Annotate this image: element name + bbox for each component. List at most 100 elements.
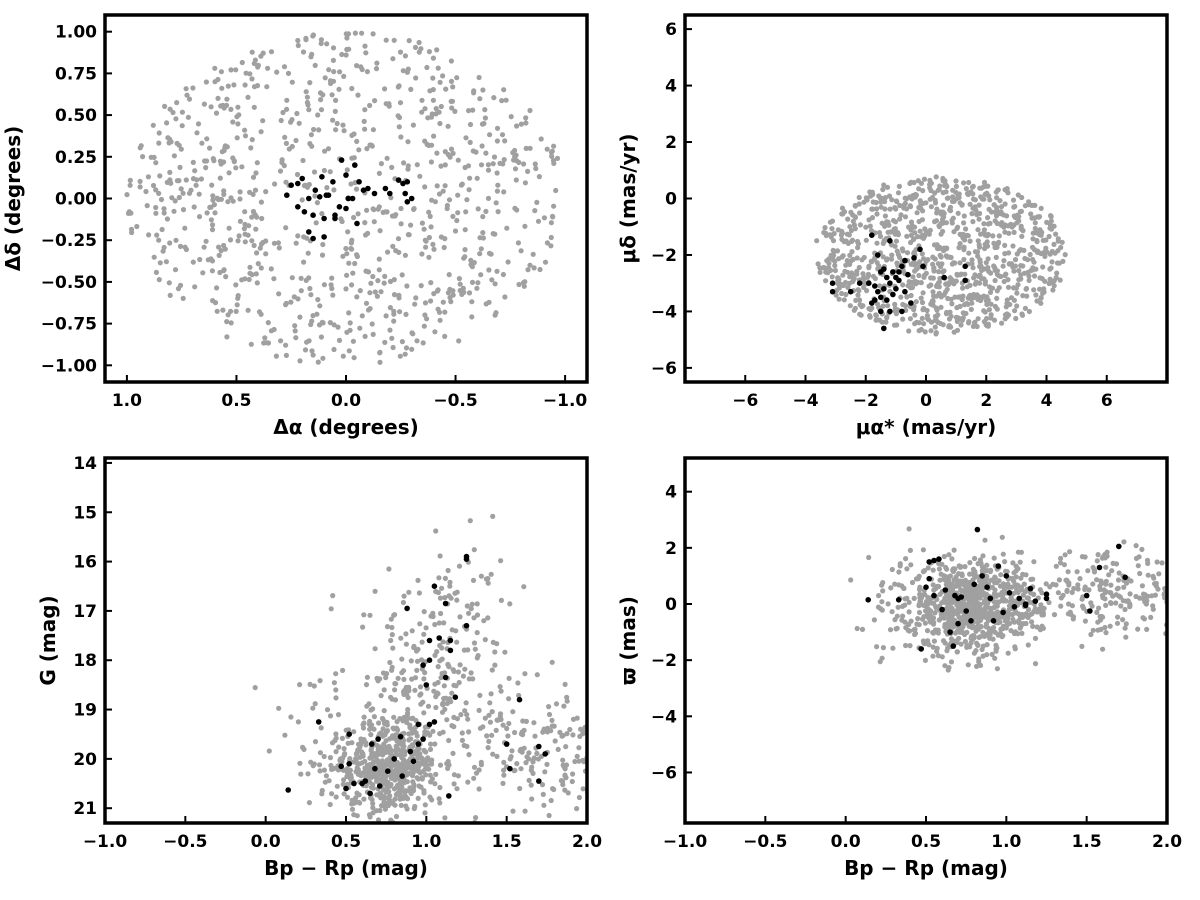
- parallax-field-point: [1144, 626, 1150, 633]
- sky-field-point: [303, 89, 309, 95]
- proper-motion-field-point: [977, 272, 983, 278]
- proper-motion-field-point: [908, 227, 914, 233]
- cmd-field-point: [615, 785, 620, 790]
- sky-field-point: [214, 308, 220, 314]
- sky-field-point: [397, 353, 403, 359]
- sky-field-point: [150, 122, 156, 128]
- sky-field-point: [223, 274, 229, 280]
- sky-field-point: [255, 64, 261, 70]
- cmd-field-point: [379, 744, 385, 751]
- cmd-field-point: [428, 761, 435, 767]
- sky-field-point: [476, 74, 482, 81]
- parallax-field-point: [1080, 603, 1086, 609]
- sky-member-point: [332, 215, 338, 222]
- proper-motion-field-point: [1040, 237, 1046, 243]
- cmd-field-point: [420, 699, 426, 705]
- proper-motion-field-point: [970, 265, 976, 271]
- proper-motion-field-point: [925, 316, 931, 322]
- sky-field-point: [494, 188, 500, 194]
- parallax-field-point: [916, 622, 922, 628]
- proper-motion-field-point: [904, 250, 911, 256]
- sky-field-point: [159, 226, 165, 233]
- proper-motion-field-point: [925, 257, 931, 263]
- parallax-field-point: [879, 582, 885, 588]
- sky-member-point: [404, 199, 411, 205]
- cmd-field-point: [485, 580, 491, 586]
- cmd-field-point: [464, 603, 470, 609]
- cmd-field-point: [470, 577, 477, 584]
- parallax-field-point: [895, 604, 901, 610]
- cmd-field-point: [501, 772, 507, 778]
- parallax-field-point: [1037, 587, 1043, 593]
- proper-motion-field-point: [884, 257, 890, 263]
- cmd-field-point: [489, 709, 495, 715]
- proper-motion-member-point: [878, 308, 884, 315]
- parallax-field-point: [1090, 581, 1096, 587]
- proper-motion-member-point: [917, 246, 923, 253]
- cmd-field-point: [415, 776, 421, 782]
- cmd-field-point: [442, 815, 448, 821]
- proper-motion-field-point: [880, 240, 886, 246]
- proper-motion-field-point: [1015, 282, 1021, 288]
- sky-field-point: [535, 218, 542, 224]
- cmd-member-point: [420, 736, 426, 742]
- sky-field-point: [242, 221, 248, 227]
- parallax-field-point: [946, 595, 952, 601]
- proper-motion-field-point: [863, 237, 869, 243]
- sky-field-point: [527, 262, 533, 268]
- cmd-field-point: [466, 729, 472, 735]
- sky-field-point: [549, 153, 555, 159]
- cmd-field-point: [400, 795, 407, 801]
- sky-field-point: [436, 191, 443, 197]
- proper-motion-field-point: [916, 204, 922, 211]
- proper-motion-field-point: [921, 272, 928, 278]
- parallax-member-point: [968, 618, 974, 624]
- sky-field-point: [300, 157, 306, 164]
- sky-field-point: [396, 295, 402, 301]
- sky-field-point: [463, 135, 469, 141]
- sky-field-point: [319, 252, 326, 258]
- parallax-field-point: [897, 563, 903, 569]
- cmd-field-point: [413, 764, 419, 770]
- sky-field-point: [192, 168, 198, 174]
- sky-field-point: [541, 215, 548, 221]
- cmd-field-point: [442, 595, 448, 601]
- proper-motion-field-point: [918, 180, 925, 186]
- sky-field-point: [382, 209, 389, 215]
- proper-motion-field-point: [1041, 250, 1047, 256]
- cmd-field-point: [367, 726, 373, 732]
- parallax-field-point: [1074, 569, 1080, 575]
- sky-xtick-label: −1.0: [543, 391, 588, 411]
- parallax-field-point: [989, 651, 995, 658]
- cmd-field-point: [477, 692, 483, 699]
- cmd-field-point: [301, 746, 307, 753]
- cmd-member-point: [368, 741, 375, 747]
- sky-field-point: [470, 107, 476, 113]
- parallax-field-point: [866, 554, 872, 561]
- cmd-field-point: [400, 668, 407, 674]
- sky-field-point: [253, 226, 259, 232]
- sky-field-point: [151, 254, 157, 260]
- cmd-field-point: [347, 756, 353, 762]
- proper-motion-field-point: [957, 294, 963, 300]
- sky-field-point: [330, 292, 336, 298]
- sky-member-point: [404, 179, 411, 185]
- sky-field-point: [252, 187, 259, 193]
- sky-field-point: [262, 335, 268, 341]
- sky-field-point: [449, 105, 455, 111]
- sky-field-point: [523, 120, 529, 126]
- parallax-field-point: [990, 636, 996, 642]
- proper-motion-field-point: [1027, 251, 1033, 258]
- cmd-field-point: [411, 805, 417, 812]
- proper-motion-field-point: [947, 275, 953, 281]
- cmd-field-point: [378, 693, 384, 699]
- cmd-field-point: [493, 727, 499, 734]
- parallax-field-point: [951, 547, 957, 553]
- proper-motion-field-point: [948, 254, 954, 261]
- proper-motion-field-point: [1053, 275, 1059, 281]
- cmd-field-point: [590, 732, 595, 737]
- sky-field-point: [537, 266, 543, 273]
- sky-field-point: [405, 166, 411, 172]
- sky-field-point: [431, 133, 437, 139]
- proper-motion-field-point: [1047, 276, 1053, 282]
